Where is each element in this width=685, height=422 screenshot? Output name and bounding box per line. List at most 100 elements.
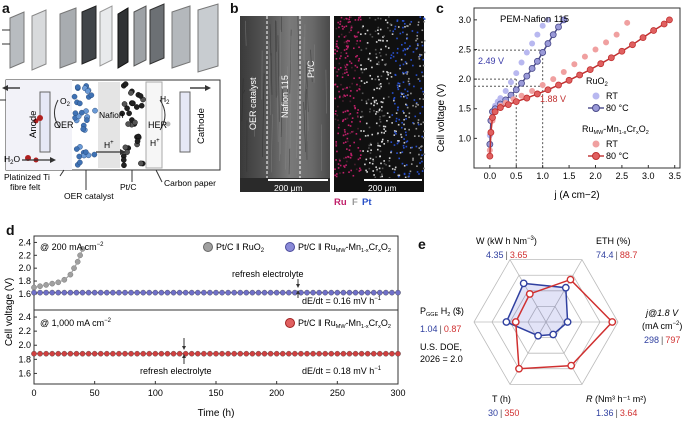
edx-pixel [360,33,362,36]
edx-pixel [335,175,338,178]
edx-pixel [338,62,341,65]
edx-pixel [374,30,377,33]
edx-pixel [369,59,372,62]
edx-pixel [365,100,368,103]
edx-pixel [366,42,369,44]
edx-pixel [379,155,381,158]
data-point [104,289,110,296]
edx-pixel [335,27,338,30]
edx-pixel [393,96,396,99]
data-point [518,79,525,87]
edx-pixel [381,106,383,108]
edx-pixel [406,37,409,39]
data-point [267,350,274,357]
edx-pixel [383,114,386,117]
edx-pixel [366,171,368,173]
edx-pixel [388,165,391,167]
x-axis-label-d: Time (h) [198,408,235,419]
radar-point [511,318,520,326]
stability-chart: 1.6 1.8 2.0 2.2 2.4 1.6 1.8 2.0 2.2 2.4 0 50 100 150 2… [4,235,406,419]
x-tick-label: 3.0 [642,171,655,181]
edx-pixel [398,118,401,121]
edx-pixel [384,130,387,132]
edx-pixel [401,121,403,124]
edx-pixel [365,169,367,172]
sem-texture-streak [285,66,288,170]
sem-texture-streak [288,148,290,175]
edx-pixel [379,17,382,20]
edx-pixel [334,48,336,51]
data-point [237,289,244,296]
oer-particle [83,149,89,155]
data-point [128,350,134,357]
data-point [486,152,494,160]
edx-pixel [404,128,406,130]
edx-pixel [406,25,408,27]
data-point [555,23,562,31]
ptc-particle [129,100,136,107]
edx-pixel [407,80,410,83]
edx-pixel [415,105,417,108]
edx-pixel [381,59,384,61]
data-point [152,350,159,357]
edx-pixel [375,111,378,113]
x-tick-label: 2.5 [616,171,629,181]
sem-texture-streak [297,16,300,95]
edx-pixel [388,116,391,118]
edx-pixel [335,110,337,112]
ptc-particle [125,121,131,127]
edx-pixel [342,88,344,91]
data-point [194,350,201,357]
edx-pixel [404,53,406,56]
data-point [140,289,146,296]
edx-pixel [346,46,349,49]
edx-pixel [344,131,346,133]
edx-pixel [378,167,381,170]
edx-pixel [419,55,421,57]
edx-pixel [403,118,405,121]
edx-pixel [336,75,339,77]
edx-pixel [336,40,338,43]
edx-pixel [406,106,409,109]
data-point [528,65,536,72]
edx-pixel [342,111,345,114]
edx-pixel [409,152,412,154]
data-point [61,289,68,296]
edx-pixel [349,21,351,23]
edx-pixel [336,150,338,153]
edx-pixel [377,148,379,151]
edx-pixel [368,167,371,170]
legend-ruo2-rt: RT [606,91,618,101]
edx-pixel [340,83,342,86]
data-point [650,27,657,34]
edx-pixel [406,90,409,93]
t-values: 30 | 350 [488,408,519,418]
data-point [176,289,183,296]
edx-pixel [396,86,399,89]
edx-pixel [408,116,410,119]
ptc-particle [134,138,141,145]
edx-pixel [416,165,418,168]
ptc-particle [132,119,138,126]
edx-pixel [335,71,338,73]
edx-pixel [384,125,387,128]
legend-ruo2: Pt/C ‖ RuO2 [216,242,265,254]
edx-pixel [349,112,352,115]
y-tick-label: 1.6 [18,289,31,299]
edx-pixel [377,63,380,66]
edx-pixel [381,138,384,141]
y-tick-label: 1.6 [18,368,31,378]
edx-pixel [339,95,341,98]
edx-pixel [359,85,361,87]
edx-pixel [389,72,392,74]
edx-pixel [365,47,368,50]
data-point [249,289,256,296]
edx-pixel [350,90,352,92]
edx-pixel [344,110,347,113]
data-point [592,46,599,53]
data-point [346,289,353,296]
edx-pixel [380,141,383,143]
edx-pixel [395,130,397,133]
h2o-label: H2O [4,154,20,166]
oer-particle [76,153,83,160]
